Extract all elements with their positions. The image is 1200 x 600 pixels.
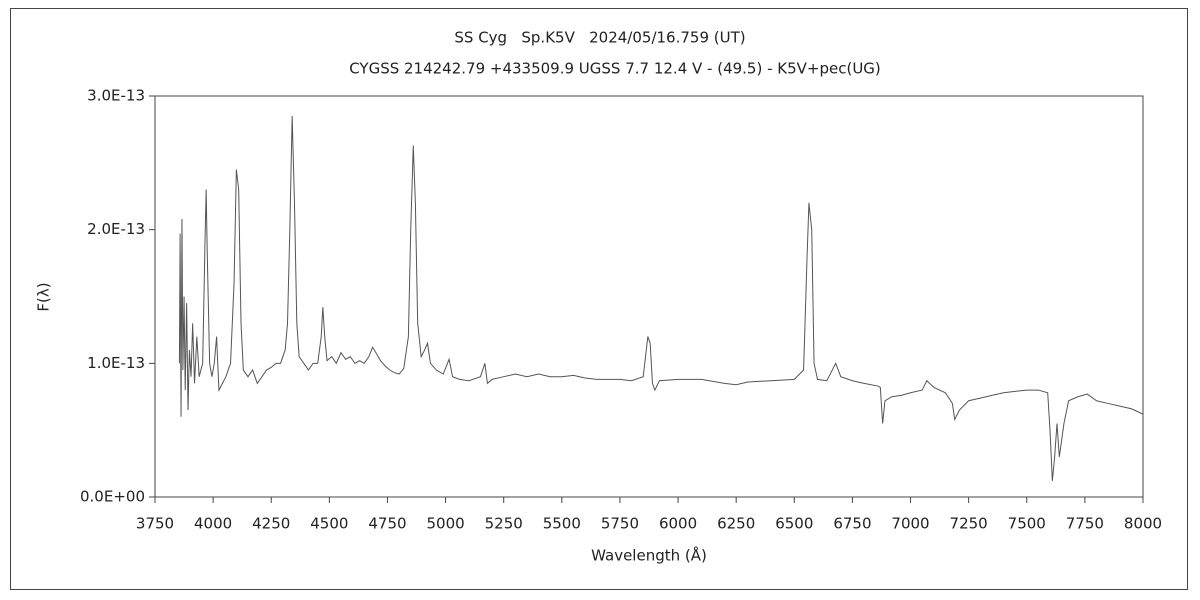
x-tick-label: 8000: [1124, 515, 1162, 533]
x-tick-label: 5250: [485, 515, 523, 533]
x-axis-label: Wavelength (Å): [591, 546, 707, 565]
y-tick-label: 3.0E-13: [87, 87, 145, 105]
x-tick-label: 4750: [368, 515, 406, 533]
x-tick-label: 4250: [252, 515, 290, 533]
plot-area: [154, 95, 1144, 498]
y-tick-label: 1.0E-13: [87, 354, 145, 372]
x-tick-label: 5750: [601, 515, 639, 533]
chart-title: SS Cyg Sp.K5V 2024/05/16.759 (UT): [454, 29, 745, 47]
frame: [10, 8, 1188, 590]
spectrum-line: [178, 116, 1144, 482]
x-tick-label: 4000: [194, 515, 232, 533]
x-tick-label: 6500: [775, 515, 813, 533]
y-tick-label: 2.0E-13: [87, 220, 145, 238]
x-tick-label: 6000: [659, 515, 697, 533]
x-tick-label: 7250: [950, 515, 988, 533]
x-tick-label: 5500: [543, 515, 581, 533]
x-tick-label: 5000: [426, 515, 464, 533]
y-axis-label: F(λ): [35, 282, 53, 311]
x-tick-label: 7500: [1008, 515, 1046, 533]
x-tick-label: 7000: [891, 515, 929, 533]
y-tick-label: 0.0E+00: [80, 488, 145, 506]
x-tick-label: 4500: [310, 515, 348, 533]
x-tick-label: 6250: [717, 515, 755, 533]
x-tick-label: 7750: [1066, 515, 1104, 533]
x-tick-label: 3750: [136, 515, 174, 533]
x-tick-label: 6750: [833, 515, 871, 533]
chart-subtitle: CYGSS 214242.79 +433509.9 UGSS 7.7 12.4 …: [349, 60, 881, 78]
